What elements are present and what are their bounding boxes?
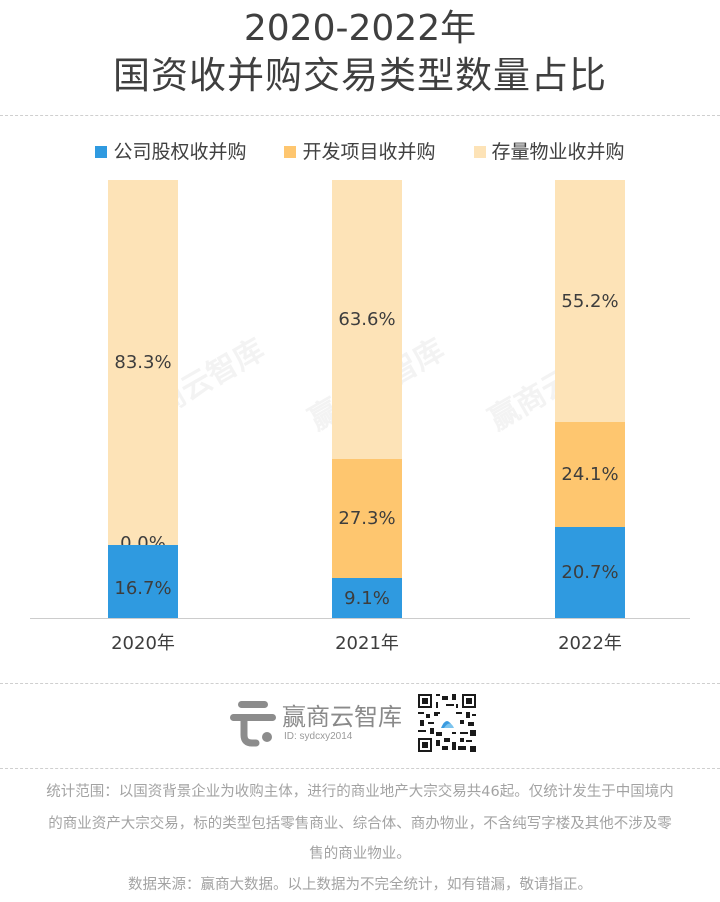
divider-top	[0, 115, 720, 116]
segment-equity: 20.7%	[555, 527, 625, 618]
legend: 公司股权收并购 开发项目收并购 存量物业收并购	[0, 139, 720, 165]
x-axis-line	[30, 618, 690, 619]
data-label: 24.1%	[561, 464, 619, 485]
legend-swatch-equity-icon	[95, 146, 108, 158]
segment-equity: 16.7%	[108, 545, 178, 618]
data-label: 83.3%	[114, 352, 172, 373]
data-label: 55.2%	[561, 290, 619, 312]
x-tick-label: 2021年	[335, 633, 399, 654]
footnote-source: 数据来源：赢商大数据。以上数据为不完全统计，如有错漏，敬请指正。	[128, 877, 592, 893]
chart-title-line1: 2020-2022年	[243, 8, 477, 49]
brand-id: ID: sydcxy2014	[284, 731, 353, 742]
data-label: 27.3%	[338, 508, 396, 529]
brand-logo-icon	[230, 701, 276, 747]
data-label: 9.1%	[344, 587, 390, 609]
qr-code-icon	[418, 694, 476, 752]
segment-existing: 55.2%	[555, 180, 625, 422]
brand-name: 赢商云智库	[282, 703, 402, 731]
segment-development: 27.3%	[332, 459, 402, 578]
bar-2022: 55.2% 24.1% 20.7%	[555, 180, 625, 618]
data-label: 63.6%	[338, 309, 396, 330]
legend-label: 公司股权收并购	[113, 141, 247, 163]
brand-block: 赢商云智库 ID: sydcxy2014	[230, 693, 490, 755]
legend-item-equity: 公司股权收并购	[95, 139, 246, 165]
footnote-scope-line1: 统计范围：以国资背景企业为收购主体，进行的商业地产大宗交易共46起。仅统计发生于…	[46, 784, 674, 800]
legend-swatch-existing-icon	[473, 146, 486, 158]
segment-development: 24.1%	[555, 422, 625, 527]
chart-title-line2: 国资收并购交易类型数量占比	[113, 54, 607, 97]
segment-equity: 9.1%	[332, 578, 402, 618]
legend-item-existing: 存量物业收并购	[473, 139, 625, 165]
divider-middle	[0, 683, 720, 684]
data-label: 20.7%	[561, 562, 619, 583]
legend-label: 开发项目收并购	[302, 141, 436, 163]
legend-item-development: 开发项目收并购	[284, 139, 436, 165]
bar-2020: 83.3% 0.0% 16.7%	[108, 180, 178, 618]
segment-existing: 83.3%	[108, 180, 178, 545]
legend-swatch-development-icon	[284, 146, 297, 158]
segment-existing: 63.6%	[332, 180, 402, 459]
divider-bottom	[0, 768, 720, 769]
footnote-scope-line2: 的商业资产大宗交易，标的类型包括零售商业、综合体、商办物业，不含纯写字楼及其他不…	[48, 816, 672, 832]
x-tick-label: 2020年	[111, 633, 175, 654]
footnote-scope-line3: 售的商业物业。	[309, 846, 411, 862]
bar-2021: 63.6% 27.3% 9.1%	[332, 180, 402, 618]
data-label: 16.7%	[114, 578, 172, 599]
x-tick-label: 2022年	[558, 633, 622, 654]
legend-label: 存量物业收并购	[491, 141, 625, 163]
